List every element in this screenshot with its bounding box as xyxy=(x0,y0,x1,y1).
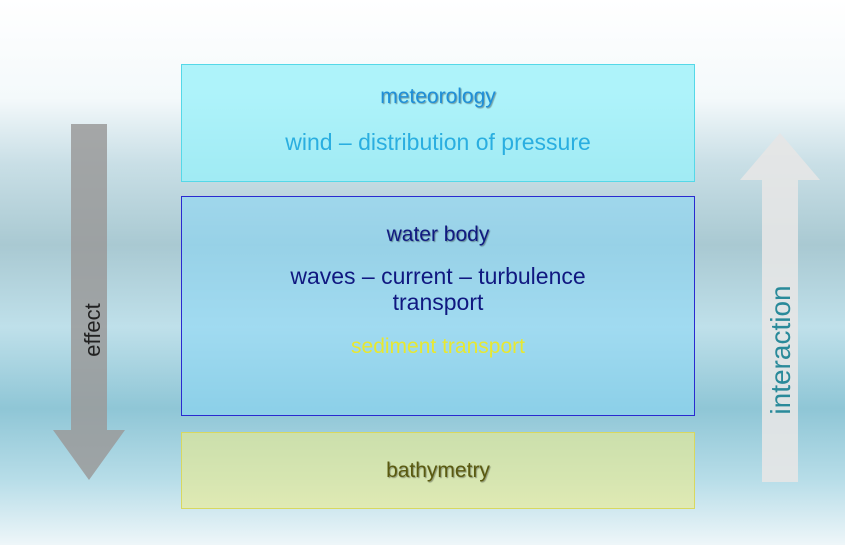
interaction-label: interaction xyxy=(765,285,796,414)
box-line: waves – current – turbulence xyxy=(290,263,586,289)
box-line: wind – distribution of pressure xyxy=(285,129,591,155)
box-line: sediment transport xyxy=(351,335,525,358)
box-title: water body xyxy=(386,223,490,246)
box-title: meteorology xyxy=(380,85,496,108)
box-title: bathymetry xyxy=(386,459,490,482)
bathymetry-box: bathymetry xyxy=(181,432,695,509)
interaction-arrow xyxy=(740,133,820,482)
box-line: transport xyxy=(392,289,484,315)
meteorology-box: meteorology wind – distribution of press… xyxy=(181,64,695,182)
effect-arrow xyxy=(53,124,125,480)
effect-label: effect xyxy=(80,303,105,356)
water-body-box: water body waves – current – turbulence … xyxy=(181,196,695,416)
